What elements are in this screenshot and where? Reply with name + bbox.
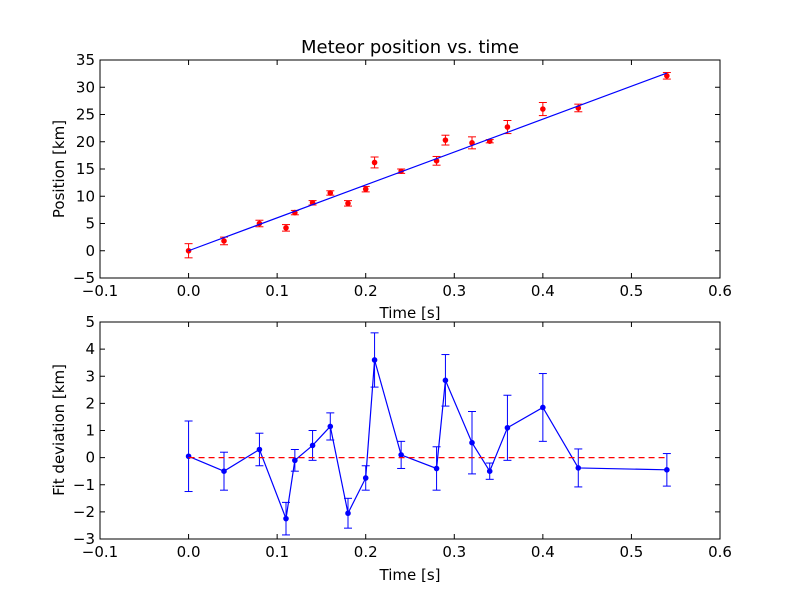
data-point xyxy=(362,186,369,192)
y-axis-label: Position [km] xyxy=(50,120,68,218)
y-tick-label: 0 xyxy=(85,242,95,260)
y-tick-label: 0 xyxy=(85,449,95,467)
x-tick-label: 0.1 xyxy=(265,282,289,300)
y-tick-label: 5 xyxy=(85,313,95,331)
x-tick-label: 0.4 xyxy=(531,282,555,300)
x-tick-label: 0.0 xyxy=(177,543,201,561)
plot-data xyxy=(184,332,671,536)
x-tick-label: 0.4 xyxy=(531,543,555,561)
x-tick-label: 0.3 xyxy=(442,543,466,561)
x-tick-label: 0.5 xyxy=(619,282,643,300)
data-point xyxy=(371,357,378,363)
data-point xyxy=(221,238,227,244)
position-plot: Meteor position vs. time −0.1 0.0 0.1 0.2 0.… xyxy=(50,37,732,322)
data-point xyxy=(504,424,511,431)
data-point xyxy=(540,404,546,411)
y-tick-label: 3 xyxy=(85,367,95,385)
x-tick-label: 0.6 xyxy=(708,543,732,561)
data-point xyxy=(575,465,582,471)
data-point xyxy=(221,468,227,474)
data-point xyxy=(486,468,493,474)
y-tick-label: 35 xyxy=(76,51,95,69)
y-tick-label: −3 xyxy=(73,530,95,548)
y-tick-label: 2 xyxy=(85,394,95,412)
data-point xyxy=(540,106,546,112)
y-tick-label: −5 xyxy=(73,269,95,287)
x-ticks: −0.1 0.0 0.1 0.2 0.3 0.4 0.5 0.6 xyxy=(82,322,732,561)
data-point xyxy=(442,137,449,143)
x-tick-label: 0.0 xyxy=(177,282,201,300)
chart-title: Meteor position vs. time xyxy=(301,37,519,58)
x-axis-label: Time [s] xyxy=(379,304,441,322)
x-tick-label: 0.6 xyxy=(708,282,732,300)
y-tick-label: 4 xyxy=(85,340,95,358)
y-axis-label: Fit deviation [km] xyxy=(50,364,68,496)
data-point xyxy=(345,200,351,207)
x-tick-label: −0.1 xyxy=(82,282,118,300)
data-point xyxy=(398,452,404,458)
data-point xyxy=(469,439,475,446)
data-point xyxy=(664,467,670,473)
y-tick-label: 30 xyxy=(76,78,95,96)
data-point xyxy=(327,190,334,196)
data-point xyxy=(504,124,511,130)
data-point xyxy=(442,377,449,384)
data-point xyxy=(362,475,369,481)
data-point xyxy=(292,457,298,464)
y-tick-label: 20 xyxy=(76,133,95,151)
data-point xyxy=(256,446,263,453)
y-ticks: −3 −2 −1 0 1 2 3 4 5 xyxy=(73,313,720,548)
data-point xyxy=(327,423,334,430)
y-tick-label: −2 xyxy=(73,503,95,521)
data-point xyxy=(283,515,289,522)
x-tick-label: 0.5 xyxy=(619,543,643,561)
data-point xyxy=(371,159,378,166)
data-point xyxy=(433,465,440,472)
x-ticks: −0.1 0.0 0.1 0.2 0.3 0.4 0.5 0.6 xyxy=(82,60,732,300)
x-tick-label: −0.1 xyxy=(82,543,118,561)
plot-frame xyxy=(99,321,721,540)
y-tick-label: 25 xyxy=(76,106,95,124)
x-tick-label: 0.2 xyxy=(354,543,378,561)
data-point xyxy=(283,225,289,231)
y-tick-label: 5 xyxy=(85,215,95,233)
y-tick-label: −1 xyxy=(73,476,95,494)
x-tick-label: 0.3 xyxy=(442,282,466,300)
data-point xyxy=(309,442,316,449)
fit-line xyxy=(188,72,668,252)
y-ticks: −5 0 5 10 15 20 25 30 35 xyxy=(73,51,720,287)
x-tick-label: 0.1 xyxy=(265,543,289,561)
x-axis-label: Time [s] xyxy=(379,566,441,584)
x-tick-label: 0.2 xyxy=(354,282,378,300)
y-tick-label: 1 xyxy=(85,422,95,440)
data-point xyxy=(345,510,351,517)
y-tick-label: 15 xyxy=(76,160,95,178)
deviation-plot: −0.1 0.0 0.1 0.2 0.3 0.4 0.5 0.6 −3 −2 −1 0 1 2 3 4 5 T… xyxy=(50,313,732,584)
y-tick-label: 10 xyxy=(76,187,95,205)
deviation-line xyxy=(188,359,667,521)
plot-data xyxy=(184,72,671,259)
